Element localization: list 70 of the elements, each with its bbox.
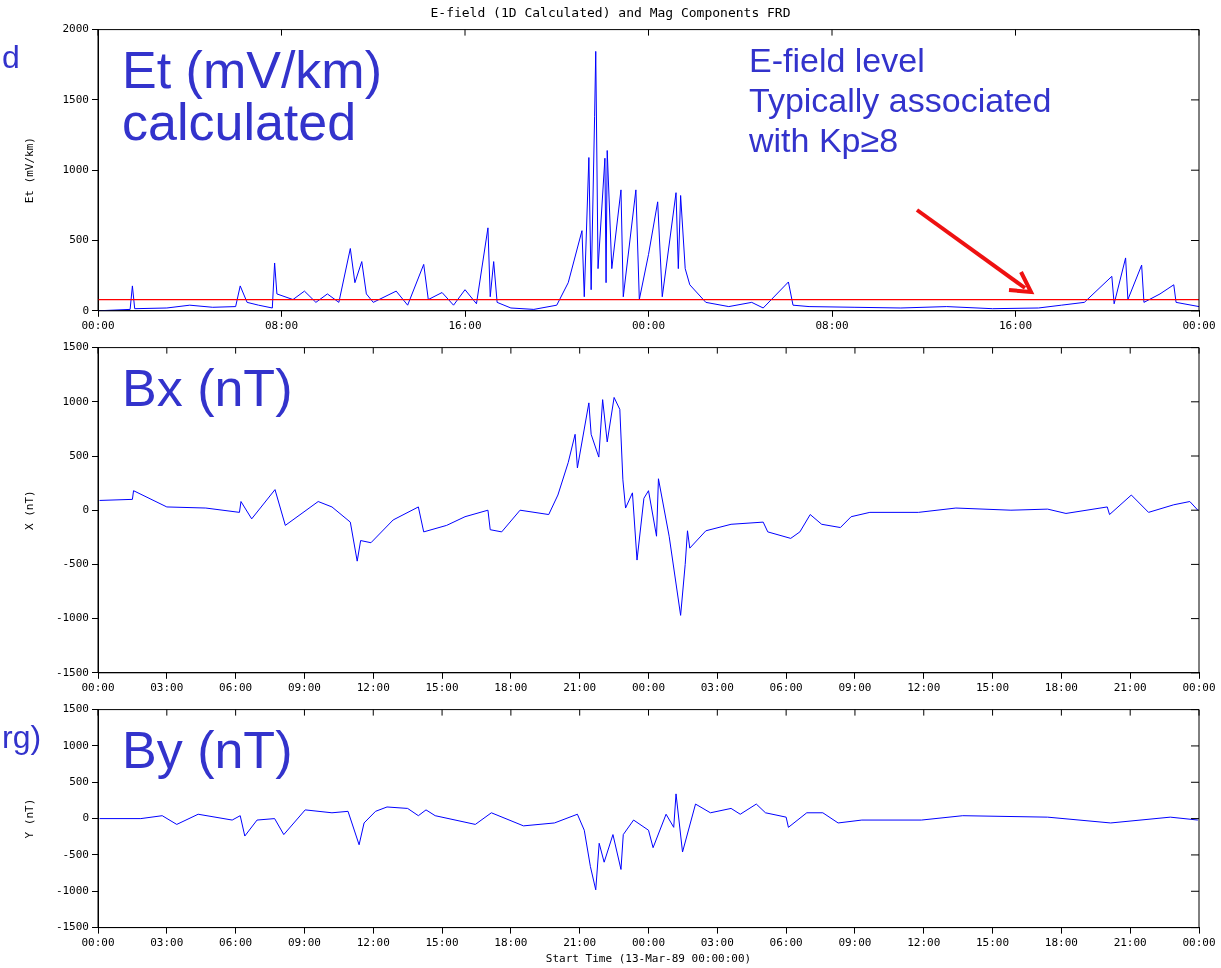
x-tick-label: 21:00 xyxy=(563,936,597,950)
x-tick-label: 15:00 xyxy=(425,681,459,695)
x-tick-label: 06:00 xyxy=(219,681,253,695)
x-tick-label: 03:00 xyxy=(700,936,734,950)
x-tick-label: 00:00 xyxy=(81,319,115,333)
x-axis-title: Start Time (13-Mar-89 00:00:00) xyxy=(545,952,752,966)
x-tick-label: 18:00 xyxy=(494,936,528,950)
x-tick-label: 08:00 xyxy=(264,319,299,333)
x-tick-label: 15:00 xyxy=(976,936,1010,950)
x-tick-label: 00:00 xyxy=(631,681,666,695)
x-tick-label: 00:00 xyxy=(81,681,115,695)
chart-title: E-field (1D Calculated) and Mag Components FRD xyxy=(430,5,791,21)
text: d xyxy=(2,38,20,75)
x-tick-label: 21:00 xyxy=(1113,681,1147,695)
x-tick-label: 00:00 xyxy=(1182,319,1216,333)
y-axis-title: X (nT) xyxy=(23,490,37,531)
text: rg) xyxy=(2,718,42,755)
y-tick-label: 500 xyxy=(69,448,89,462)
x-tick-label: 06:00 xyxy=(769,936,803,950)
x-tick-label: 00:00 xyxy=(631,319,666,333)
y-tick-label: -1000 xyxy=(55,611,89,625)
x-tick-label: 12:00 xyxy=(907,936,941,950)
x-tick-label: 03:00 xyxy=(150,936,184,950)
y-tick-label: 1500 xyxy=(62,702,89,716)
x-tick-label: 09:00 xyxy=(838,681,872,695)
x-tick-label: 12:00 xyxy=(356,936,390,950)
x-tick-label: 16:00 xyxy=(448,319,482,333)
x-tick-label: 09:00 xyxy=(287,936,321,950)
x-tick-label: 18:00 xyxy=(1044,936,1078,950)
x-tick-label: 15:00 xyxy=(425,936,459,950)
x-tick-label: 00:00 xyxy=(1182,681,1216,695)
annotation: E-field level Typically associated with Kp≥8 xyxy=(748,40,1052,159)
y-tick-label: -500 xyxy=(62,847,89,861)
y-tick-label: 1000 xyxy=(62,394,89,408)
y-tick-label: 0 xyxy=(82,503,89,517)
x-tick-label: 08:00 xyxy=(815,319,849,333)
x-tick-label: 06:00 xyxy=(769,681,803,695)
y-tick-label: 2000 xyxy=(62,22,89,36)
x-tick-label: 18:00 xyxy=(1044,681,1078,695)
y-tick-label: -1000 xyxy=(55,884,89,898)
annotation: Bx (nT) xyxy=(122,358,293,417)
y-tick-label: 1000 xyxy=(62,738,89,752)
x-tick-label: 16:00 xyxy=(998,319,1033,333)
y-tick-label: -500 xyxy=(62,557,89,571)
y-axis-title: Y (nT) xyxy=(23,798,37,839)
x-tick-label: 21:00 xyxy=(1113,936,1147,950)
y-tick-label: 1500 xyxy=(62,340,89,354)
x-tick-label: 00:00 xyxy=(1182,936,1216,950)
x-tick-label: 18:00 xyxy=(494,681,528,695)
y-tick-label: -1500 xyxy=(55,665,89,679)
x-tick-label: 06:00 xyxy=(219,936,253,950)
x-tick-label: 15:00 xyxy=(976,681,1010,695)
x-tick-label: 00:00 xyxy=(81,936,115,950)
x-tick-label: 03:00 xyxy=(150,681,184,695)
y-tick-label: 1000 xyxy=(62,163,89,177)
y-tick-label: 500 xyxy=(69,775,89,789)
y-tick-label: 1500 xyxy=(62,92,89,106)
x-tick-label: 12:00 xyxy=(356,681,390,695)
x-tick-label: 09:00 xyxy=(838,936,872,950)
y-tick-label: 500 xyxy=(69,233,89,247)
y-tick-label: 0 xyxy=(82,303,89,317)
text: Et (mV/km) xyxy=(23,137,37,204)
x-tick-label: 09:00 xyxy=(287,681,321,695)
x-tick-label: 21:00 xyxy=(563,681,597,695)
x-tick-label: 03:00 xyxy=(700,681,734,695)
x-tick-label: 00:00 xyxy=(631,936,666,950)
x-tick-label: 12:00 xyxy=(907,681,941,695)
annotation: By (nT) xyxy=(122,720,293,779)
y-tick-label: 0 xyxy=(82,811,89,825)
y-tick-label: -1500 xyxy=(55,920,89,934)
